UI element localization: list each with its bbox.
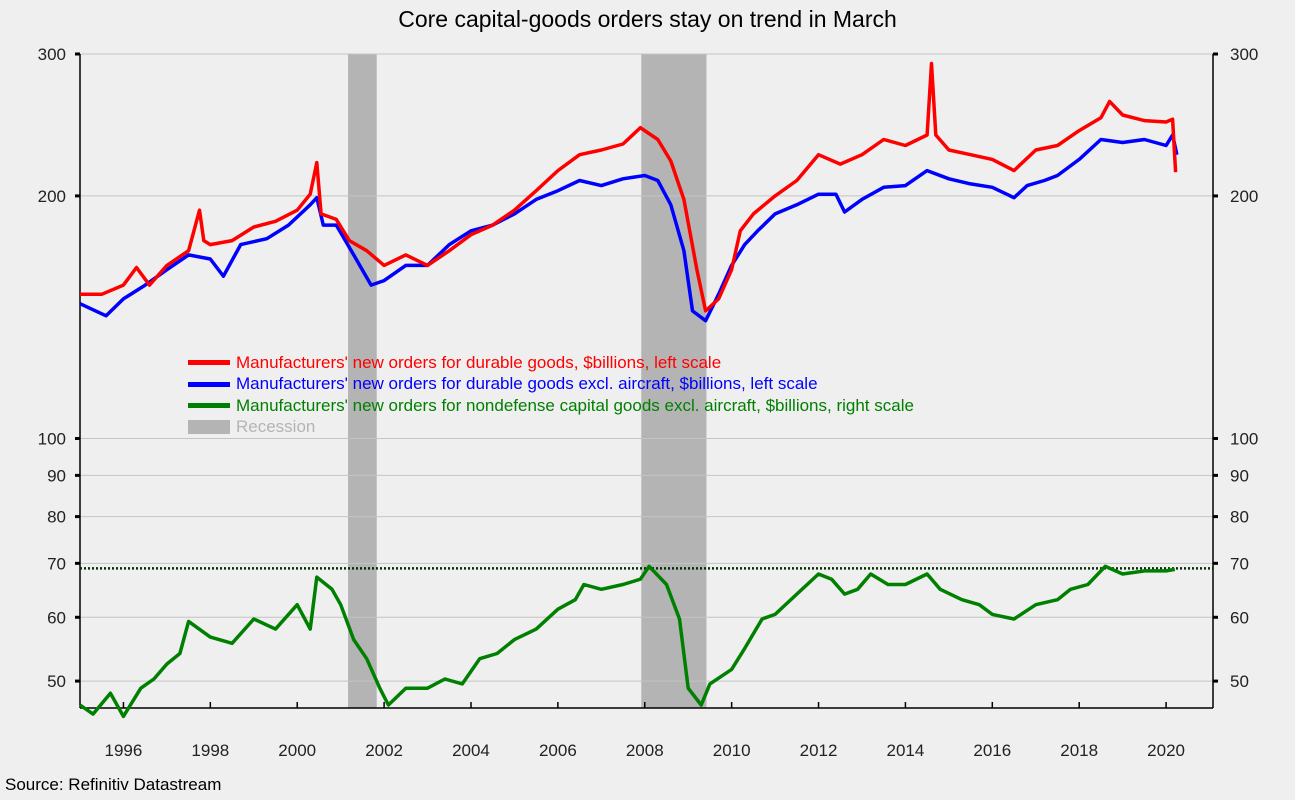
chart-title: Core capital-goods orders stay on trend … (398, 6, 897, 32)
x-tick-label: 1998 (191, 741, 229, 760)
legend-swatch-blue (188, 381, 230, 387)
x-tick-label: 2016 (973, 741, 1011, 760)
legend-swatch-red (188, 360, 230, 366)
y-tick-label-left: 100 (38, 430, 66, 449)
x-tick-label: 2002 (365, 741, 403, 760)
legend-item-recession: Recession (188, 417, 914, 439)
x-tick-label: 2014 (887, 741, 925, 760)
y-tick-label-left: 90 (47, 466, 66, 485)
x-tick-label: 2012 (800, 741, 838, 760)
legend-swatch-green (188, 403, 230, 409)
y-tick-label-right: 300 (1230, 45, 1258, 64)
legend-item-core-capital: Manufacturers' new orders for nondefense… (188, 395, 914, 417)
x-tick-label: 2010 (713, 741, 751, 760)
y-tick-label-left: 50 (47, 672, 66, 691)
source-note: Source: Refinitiv Datastream (5, 775, 222, 794)
recession-band (641, 54, 707, 708)
legend-label: Manufacturers' new orders for nondefense… (236, 395, 914, 415)
y-tick-label-right: 60 (1230, 608, 1249, 627)
y-tick-label-right: 90 (1230, 466, 1249, 485)
x-tick-label: 2006 (539, 741, 577, 760)
legend-label: Manufacturers' new orders for durable go… (236, 352, 722, 372)
legend-item-durable: Manufacturers' new orders for durable go… (188, 352, 914, 374)
legend-item-durable-ex-aircraft: Manufacturers' new orders for durable go… (188, 374, 914, 396)
legend-label: Manufacturers' new orders for durable go… (236, 374, 818, 394)
y-tick-label-right: 100 (1230, 430, 1258, 449)
y-tick-label-left: 80 (47, 508, 66, 527)
recession-band (348, 54, 377, 708)
x-tick-label: 2000 (278, 741, 316, 760)
legend: Manufacturers' new orders for durable go… (188, 352, 914, 438)
series-core-capital-goods (78, 564, 1176, 719)
y-tick-label-right: 50 (1230, 672, 1249, 691)
x-tick-label: 1996 (105, 741, 143, 760)
y-tick-label-right: 70 (1230, 554, 1249, 573)
y-tick-label-left: 70 (47, 554, 66, 573)
x-tick-label: 2008 (626, 741, 664, 760)
series-durable-ex-aircraft (79, 133, 1179, 323)
y-tick-label-right: 80 (1230, 508, 1249, 527)
x-tick-label: 2020 (1147, 741, 1185, 760)
x-tick-label: 2018 (1060, 741, 1098, 760)
x-tick-label: 2004 (452, 741, 490, 760)
y-tick-label-left: 200 (38, 187, 66, 206)
y-tick-label-right: 200 (1230, 187, 1258, 206)
series-durable-goods (80, 61, 1178, 313)
legend-label: Recession (236, 417, 316, 437)
y-tick-label-left: 300 (38, 45, 66, 64)
y-tick-label-left: 60 (47, 608, 66, 627)
legend-swatch-recession (188, 420, 230, 435)
